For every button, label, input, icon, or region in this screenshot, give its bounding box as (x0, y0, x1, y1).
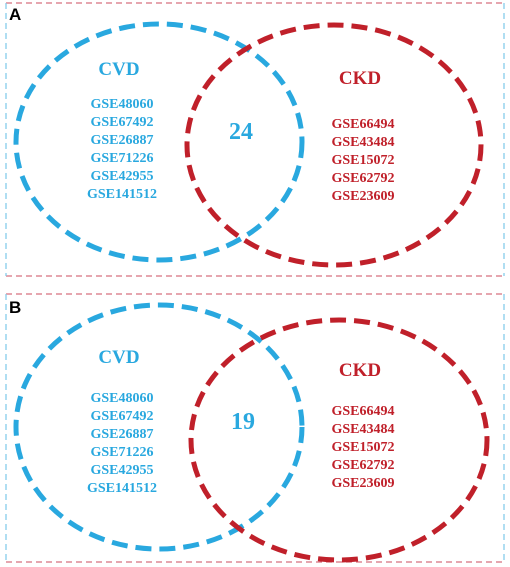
panel-a-overlap-count: 24 (229, 119, 253, 145)
list-item: GSE42955 (90, 463, 153, 478)
panel-a-cvd-title: CVD (98, 59, 139, 80)
list-item: GSE141512 (87, 481, 157, 496)
list-item: GSE15072 (331, 440, 394, 455)
list-item: GSE62792 (331, 458, 394, 473)
list-item: GSE66494 (331, 404, 394, 419)
list-item: GSE26887 (90, 427, 153, 442)
panel-a-cvd-circle (13, 21, 305, 263)
list-item: GSE71226 (90, 445, 153, 460)
list-item: GSE62792 (331, 171, 394, 186)
list-item: GSE66494 (331, 117, 394, 132)
panel-a-ckd-circle (184, 22, 484, 268)
list-item: GSE26887 (90, 133, 153, 148)
list-item: GSE43484 (331, 135, 394, 150)
panel-a: A CVD CKD GSE48060 GSE67492 GSE26887 GSE… (5, 2, 505, 277)
list-item: GSE67492 (90, 115, 153, 130)
panel-a-cvd-list: GSE48060 GSE67492 GSE26887 GSE71226 GSE4… (87, 97, 157, 202)
list-item: GSE67492 (90, 409, 153, 424)
list-item: GSE48060 (90, 391, 153, 406)
list-item: GSE42955 (90, 169, 153, 184)
panel-b-ckd-circle (188, 317, 490, 563)
panel-b: B CVD CKD GSE48060 GSE67492 GSE26887 GSE… (5, 293, 505, 563)
list-item: GSE71226 (90, 151, 153, 166)
list-item: GSE141512 (87, 187, 157, 202)
list-item: GSE43484 (331, 422, 394, 437)
panel-b-overlap-count: 19 (231, 409, 255, 435)
list-item: GSE15072 (331, 153, 394, 168)
panel-a-label: A (9, 5, 21, 24)
panel-b-cvd-list: GSE48060 GSE67492 GSE26887 GSE71226 GSE4… (87, 391, 157, 496)
panel-a-ckd-list: GSE66494 GSE43484 GSE15072 GSE62792 GSE2… (331, 117, 394, 204)
list-item: GSE23609 (331, 476, 394, 491)
panel-b-cvd-circle (13, 302, 305, 552)
list-item: GSE48060 (90, 97, 153, 112)
panel-b-ckd-list: GSE66494 GSE43484 GSE15072 GSE62792 GSE2… (331, 404, 394, 491)
panel-b-label: B (9, 298, 21, 317)
list-item: GSE23609 (331, 189, 394, 204)
panel-b-ckd-title: CKD (339, 360, 381, 381)
panel-b-cvd-title: CVD (98, 347, 139, 368)
panel-a-ckd-title: CKD (339, 68, 381, 89)
